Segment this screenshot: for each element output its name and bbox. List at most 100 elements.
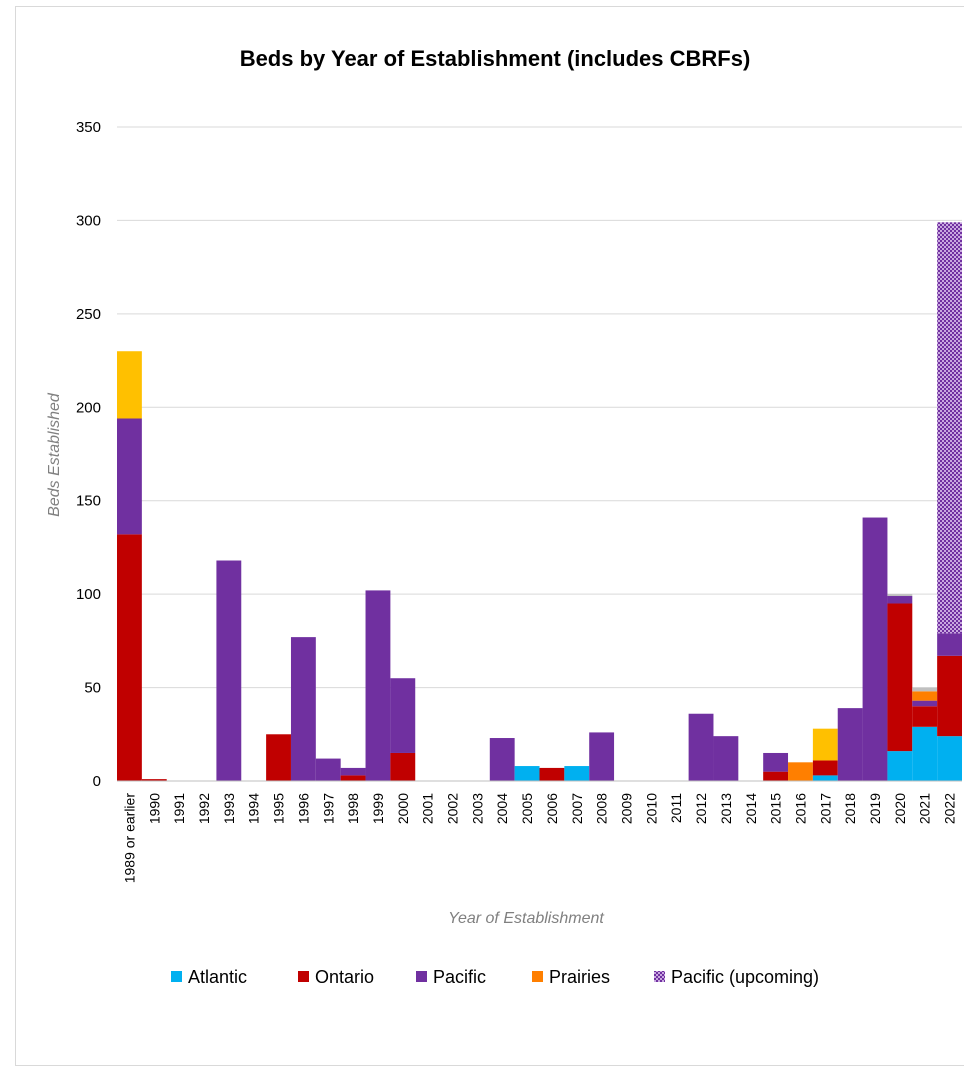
legend-label: Atlantic xyxy=(188,967,247,987)
bar-segment xyxy=(812,775,838,781)
x-tick-label: 2013 xyxy=(718,793,734,824)
bar-segment xyxy=(713,736,739,781)
x-tick-label: 2020 xyxy=(892,793,908,824)
y-tick-label: 350 xyxy=(76,119,101,136)
bar-segment xyxy=(837,708,863,781)
legend-swatch xyxy=(654,971,665,982)
y-axis-label: Beds Established xyxy=(46,392,63,517)
bar-segment xyxy=(390,752,416,781)
bar-segment xyxy=(315,758,341,781)
bar-segment xyxy=(390,678,416,753)
x-axis-ticks: 1989 or earlier 1990 1991 1992 1993 1994 1995 1… xyxy=(121,793,957,884)
bar-segment xyxy=(688,713,714,781)
bar-segment xyxy=(912,691,938,701)
legend-label: Pacific (upcoming) xyxy=(671,967,819,987)
legend-swatch xyxy=(532,971,543,982)
x-tick-label: 2022 xyxy=(942,793,958,824)
x-tick-label: 1993 xyxy=(221,793,237,824)
x-tick-label: 2012 xyxy=(693,793,709,824)
y-tick-label: 50 xyxy=(84,680,101,697)
x-tick-label: 2017 xyxy=(817,793,833,824)
x-tick-label: 1996 xyxy=(295,793,311,824)
bar-segment xyxy=(489,738,515,781)
x-tick-label: 2005 xyxy=(519,793,535,824)
bar-segment xyxy=(340,767,366,776)
legend-swatch xyxy=(171,971,182,982)
bar-segment xyxy=(887,596,913,604)
x-tick-label: 2003 xyxy=(469,793,485,824)
x-tick-label: 1999 xyxy=(370,793,386,824)
x-tick-label: 2008 xyxy=(594,793,610,824)
bar-segment xyxy=(589,732,615,781)
bar-segment xyxy=(862,517,888,781)
y-axis-ticks: 0 50 100 150 200 250 300 350 xyxy=(76,119,101,790)
legend-label: Pacific xyxy=(433,967,486,987)
chart-title: Beds by Year of Establishment (includes … xyxy=(240,46,751,71)
gridlines xyxy=(117,126,962,689)
bar-segment xyxy=(912,687,938,692)
bar-segment xyxy=(539,767,565,781)
y-tick-label: 0 xyxy=(93,773,101,790)
legend: Atlantic Ontario Pacific Prairies Pacific (u… xyxy=(171,967,819,987)
x-tick-label: 1995 xyxy=(271,793,287,824)
x-tick-label: 1989 or earlier xyxy=(121,793,137,884)
chart-frame xyxy=(15,6,964,1066)
bar-segment xyxy=(763,752,789,772)
bar-segment xyxy=(937,222,962,634)
x-tick-label: 2010 xyxy=(643,793,659,824)
legend-swatch xyxy=(298,971,309,982)
x-tick-label: 2015 xyxy=(768,793,784,824)
bar-segment xyxy=(763,771,789,781)
bar-segment xyxy=(117,351,142,419)
x-tick-label: 1998 xyxy=(345,793,361,824)
x-tick-label: 2004 xyxy=(494,793,510,824)
x-tick-label: 2014 xyxy=(743,793,759,824)
bar-segment xyxy=(912,700,938,707)
x-tick-label: 1991 xyxy=(171,793,187,824)
bar-segment xyxy=(117,534,142,781)
y-tick-label: 200 xyxy=(76,399,101,416)
y-tick-label: 150 xyxy=(76,493,101,510)
x-tick-label: 2002 xyxy=(445,793,461,824)
bar-segment xyxy=(887,594,913,597)
bar-segment xyxy=(290,637,316,781)
bar-segment xyxy=(887,603,913,752)
x-tick-label: 2019 xyxy=(867,793,883,824)
x-tick-label: 2011 xyxy=(668,793,684,823)
legend-label: Prairies xyxy=(549,967,610,987)
x-tick-label: 1992 xyxy=(196,793,212,824)
bar-segment xyxy=(887,751,913,781)
x-tick-label: 2009 xyxy=(618,793,634,824)
bar-segment xyxy=(141,779,167,781)
x-tick-label: 2000 xyxy=(395,793,411,824)
bar-segment xyxy=(788,762,813,781)
x-tick-label: 2021 xyxy=(917,793,933,824)
y-tick-label: 250 xyxy=(76,306,101,323)
x-axis-label: Year of Establishment xyxy=(448,910,604,927)
bar-segment xyxy=(937,633,962,656)
bar-segment xyxy=(514,766,540,781)
bar-segment xyxy=(812,760,838,776)
bar-segment xyxy=(912,726,938,781)
x-tick-label: 2001 xyxy=(420,793,436,824)
x-tick-label: 1994 xyxy=(246,793,262,824)
bar-segment xyxy=(937,736,962,781)
bar-segment xyxy=(117,418,142,535)
bar-segment xyxy=(564,766,590,781)
x-tick-label: 2006 xyxy=(544,793,560,824)
x-tick-label: 2018 xyxy=(842,793,858,824)
x-tick-label: 1997 xyxy=(320,793,336,824)
y-tick-label: 300 xyxy=(76,212,101,229)
bar-segment xyxy=(216,560,242,781)
bar-segment xyxy=(266,734,291,781)
bars xyxy=(117,222,962,781)
bar-segment xyxy=(912,706,938,727)
bar-segment xyxy=(340,775,366,781)
bar-segment xyxy=(365,590,391,781)
y-tick-label: 100 xyxy=(76,586,101,603)
bar-segment xyxy=(937,655,962,737)
x-tick-label: 2016 xyxy=(792,793,808,824)
x-tick-label: 2007 xyxy=(569,793,585,824)
legend-swatch xyxy=(416,971,427,982)
